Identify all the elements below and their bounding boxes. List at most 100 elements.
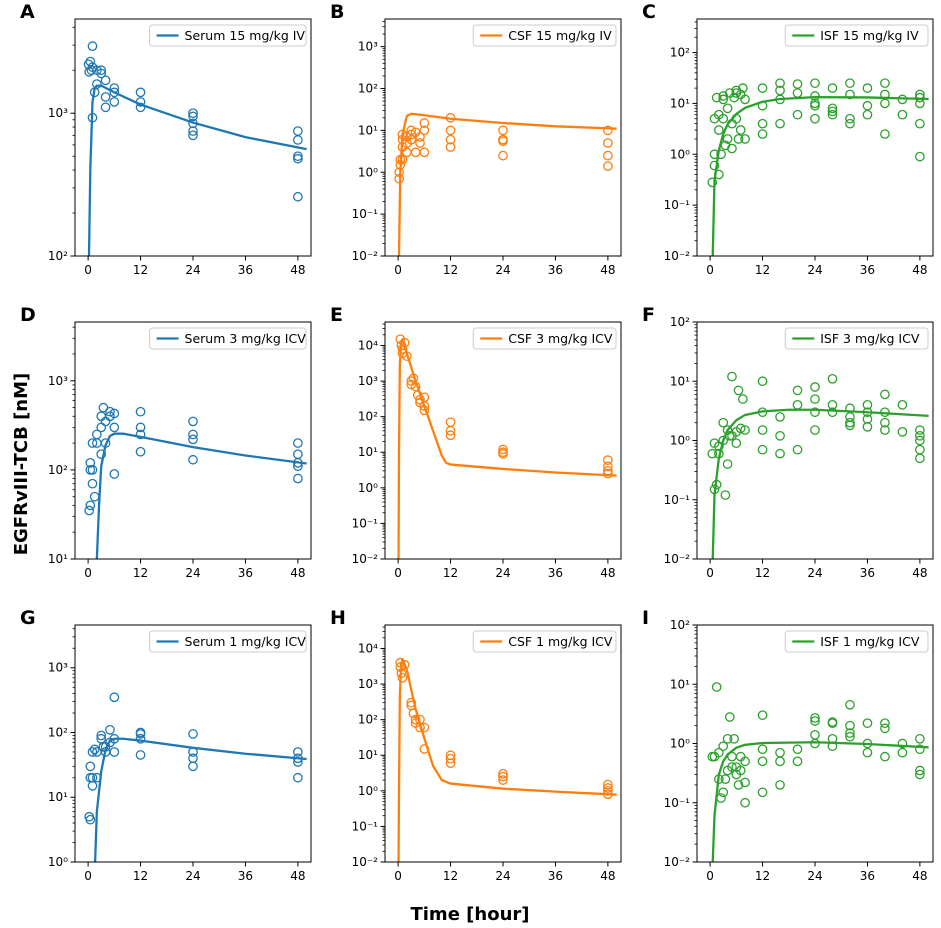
- x-tick-label: 12: [133, 869, 148, 883]
- observed-point: [810, 91, 820, 101]
- observed-point: [100, 102, 111, 113]
- observed-point: [397, 672, 408, 683]
- observed-point: [445, 425, 456, 436]
- observed-point: [498, 125, 508, 136]
- observed-point: [792, 444, 803, 455]
- observed-point: [792, 88, 803, 98]
- observed-point: [711, 682, 722, 692]
- observed-point: [96, 65, 107, 76]
- observed-point: [419, 401, 430, 411]
- y-tick-label: 10³: [48, 374, 68, 388]
- x-tick-label: 48: [912, 869, 927, 883]
- y-tick-label: 10¹: [670, 374, 690, 388]
- observed-point: [293, 191, 303, 202]
- observed-point: [445, 134, 456, 145]
- observed-point: [827, 103, 838, 114]
- observed-point: [188, 753, 198, 764]
- plot-frame: [384, 321, 622, 560]
- model-curve: [711, 95, 929, 256]
- observed-point: [445, 142, 456, 152]
- legend-box: [472, 24, 617, 47]
- observed-point: [711, 92, 722, 103]
- legend: Serum 15 mg/kg IV: [149, 24, 307, 47]
- x-tick-label: 48: [600, 869, 615, 883]
- y-tick-label: 10⁰: [670, 147, 690, 161]
- observed-point: [402, 147, 412, 158]
- panel-i: I 10⁻² 10⁻¹ 10⁰ 10¹ 10² 0 12 24 36 48 ISF 1 mg/kg I…: [642, 607, 934, 883]
- y-tick-label: 10¹: [358, 123, 378, 137]
- observed-point: [810, 394, 820, 404]
- observed-point: [87, 780, 98, 791]
- y-tick-label: 10⁰: [358, 481, 378, 495]
- x-tick-label: 36: [238, 869, 253, 883]
- legend: CSF 1 mg/kg ICV: [472, 630, 617, 653]
- y-tick-label: 10⁻²: [664, 855, 691, 869]
- observed-point: [722, 733, 733, 744]
- observed-point: [775, 78, 785, 89]
- observed-point: [775, 85, 785, 96]
- legend-label: Serum 15 mg/kg IV: [185, 28, 306, 43]
- plot-frame: [384, 18, 622, 257]
- observed-point: [100, 92, 111, 102]
- observed-point: [775, 756, 785, 767]
- x-tick-label: 36: [548, 869, 563, 883]
- panel-a: A 10² 10³ 0 12 24 36 48 Serum 15 mg/kg IV: [20, 1, 312, 277]
- model-curve: [93, 737, 307, 862]
- y-tick-label: 10⁴: [358, 641, 378, 655]
- observed-point: [727, 143, 737, 154]
- observed-point: [293, 126, 303, 136]
- y-tick-label: 10⁻¹: [664, 796, 691, 810]
- legend-box: [149, 630, 307, 653]
- x-tick-label: 0: [84, 566, 92, 580]
- observed-point: [740, 756, 750, 767]
- observed-point: [720, 774, 731, 785]
- observed-point: [188, 454, 198, 465]
- y-tick-label: 10²: [670, 618, 690, 632]
- observed-point: [810, 738, 820, 749]
- observed-point: [445, 417, 456, 428]
- observed-points: [707, 78, 925, 188]
- model-curve: [397, 658, 617, 862]
- observed-point: [188, 126, 198, 136]
- x-tick-label: 0: [706, 869, 714, 883]
- observed-point: [135, 750, 146, 760]
- panel-b: B 10⁻² 10⁻¹ 10⁰ 10¹ 10² 10³ 0 12 24 36 48 CSF 15 mg/…: [330, 1, 622, 277]
- y-tick-label: 10⁰: [670, 434, 690, 448]
- plot-frame: [696, 321, 934, 560]
- legend-label: CSF 15 mg/kg IV: [508, 28, 612, 43]
- plot-frame: [696, 18, 934, 257]
- observed-point: [406, 125, 417, 136]
- observed-point: [188, 130, 198, 141]
- y-tick-label: 10¹: [670, 677, 690, 691]
- observed-point: [293, 438, 303, 448]
- observed-point: [757, 756, 768, 767]
- observed-point: [722, 134, 733, 144]
- x-tick-label: 24: [495, 566, 510, 580]
- observed-point: [810, 713, 820, 723]
- panel-d: D 10¹ 10² 10³ 0 12 24 36 48 Serum 3 mg/kg ICV: [20, 304, 312, 580]
- observed-point: [880, 718, 890, 729]
- y-tick-label: 10⁰: [48, 855, 68, 869]
- observed-point: [188, 108, 198, 119]
- legend-label: CSF 1 mg/kg ICV: [508, 634, 613, 649]
- observed-point: [845, 417, 855, 428]
- observed-point: [827, 106, 838, 117]
- observed-point: [135, 729, 146, 739]
- observed-point: [862, 399, 873, 410]
- observed-point: [735, 423, 746, 434]
- observed-point: [293, 449, 303, 460]
- panel-e: E 10⁻² 10⁻¹ 10⁰ 10¹ 10² 10³ 10⁴ 0 12 24 36 48 CSF 3 m…: [330, 304, 622, 580]
- observed-point: [862, 747, 873, 758]
- observed-point: [109, 747, 120, 757]
- observed-point: [792, 109, 803, 120]
- observed-point: [845, 720, 855, 731]
- observed-point: [716, 149, 726, 160]
- observed-points: [84, 692, 303, 825]
- observed-point: [96, 730, 107, 741]
- y-tick-label: 10⁻¹: [664, 198, 691, 212]
- x-tick-label: 24: [495, 263, 510, 277]
- model-curve: [397, 338, 617, 559]
- observed-point: [775, 448, 785, 459]
- observed-point: [92, 79, 102, 89]
